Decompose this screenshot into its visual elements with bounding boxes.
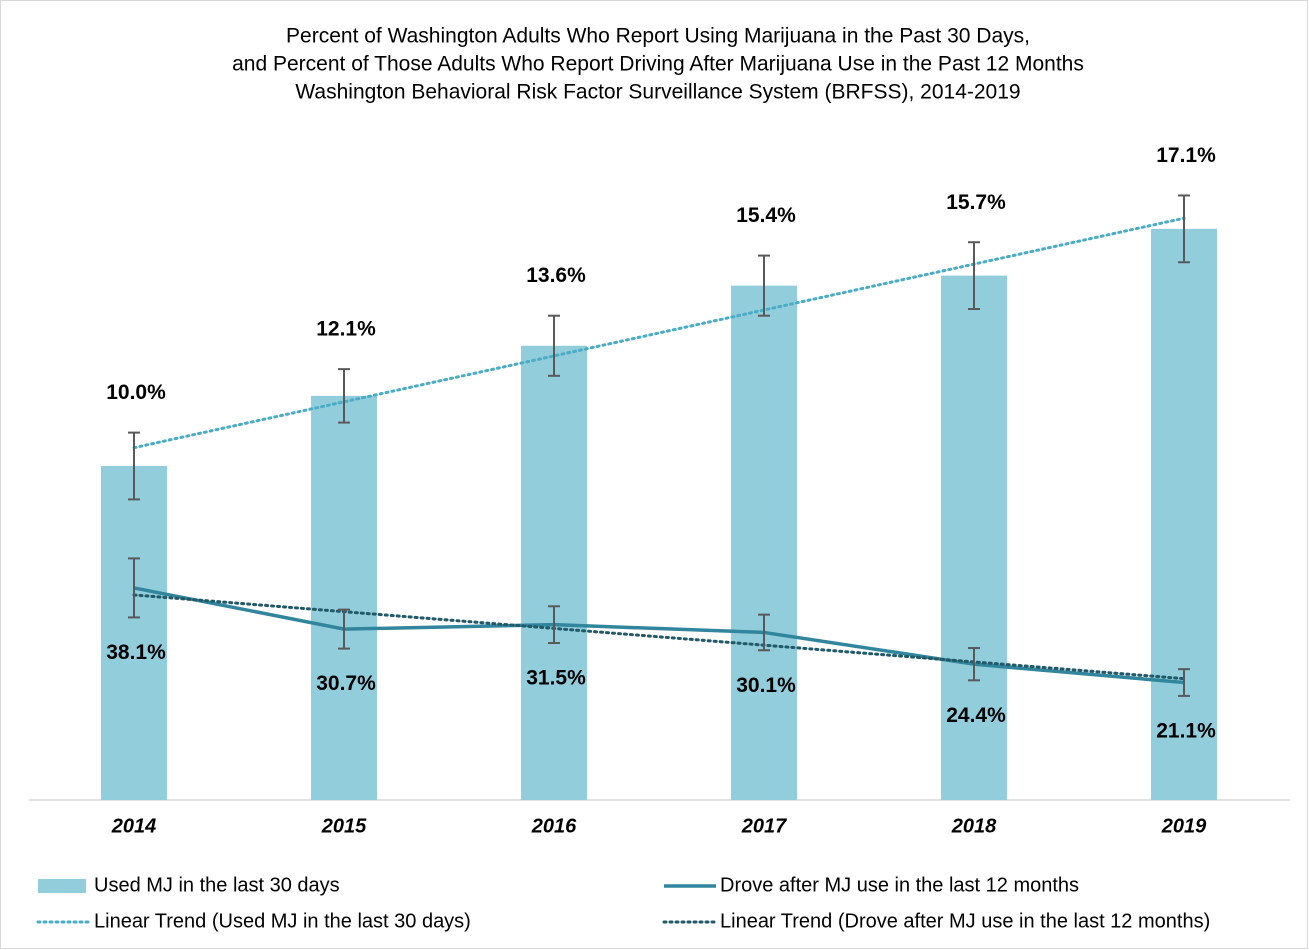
bar [731, 285, 797, 800]
x-tick-label: 2015 [321, 815, 367, 837]
data-label: 30.7% [316, 672, 376, 695]
data-label: 12.1% [316, 318, 376, 341]
error-bar [968, 647, 980, 682]
data-label: 21.1% [1156, 719, 1216, 742]
error-bar [338, 608, 350, 650]
error-bar [1178, 194, 1190, 264]
bar [311, 395, 377, 800]
error-bar [128, 557, 140, 619]
chart-title: Percent of Washington Adults Who Report … [286, 25, 1030, 48]
chart-title: and Percent of Those Adults Who Report D… [232, 53, 1084, 76]
error-bar [128, 431, 140, 501]
error-bar [1178, 668, 1190, 697]
trend-line [132, 216, 1186, 450]
x-tick-label: 2016 [531, 815, 577, 837]
legend-label: Linear Trend (Used MJ in the last 30 day… [94, 910, 471, 932]
data-label: 10.0% [106, 381, 166, 404]
error-bar [548, 314, 560, 377]
data-label: 13.6% [526, 264, 586, 287]
legend-label: Drove after MJ use in the last 12 months [720, 874, 1079, 896]
bar [1151, 228, 1217, 801]
error-bar [758, 254, 770, 317]
x-tick-label: 2019 [1161, 815, 1207, 837]
x-tick-label: 2018 [951, 815, 997, 837]
chart-title: Washington Behavioral Risk Factor Survei… [295, 81, 1020, 104]
error-bar [338, 368, 350, 424]
x-tick-label: 2014 [111, 815, 157, 837]
data-label: 31.5% [526, 667, 586, 690]
data-label: 30.1% [736, 674, 796, 697]
data-label: 15.7% [946, 191, 1006, 214]
x-tick-label: 2017 [741, 815, 787, 837]
error-bar [758, 613, 770, 652]
error-bar [548, 605, 560, 645]
data-label: 24.4% [946, 704, 1006, 727]
data-label: 17.1% [1156, 144, 1216, 167]
data-label: 15.4% [736, 204, 796, 227]
line [133, 586, 1185, 685]
legend-swatch [38, 879, 86, 893]
legend-label: Linear Trend (Drove after MJ use in the … [720, 910, 1210, 932]
bar [941, 275, 1007, 800]
trend-line [132, 593, 1186, 681]
bar [101, 466, 167, 800]
legend-label: Used MJ in the last 30 days [94, 874, 340, 896]
data-label: 38.1% [106, 641, 166, 664]
bar [521, 345, 587, 800]
error-bar [968, 241, 980, 311]
